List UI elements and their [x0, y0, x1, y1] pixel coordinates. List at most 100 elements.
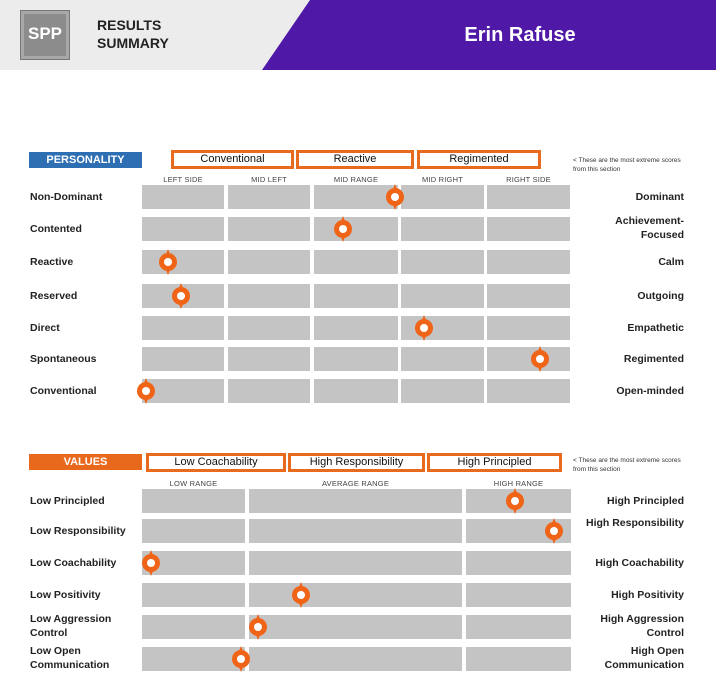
- personality-score-marker: [171, 283, 190, 309]
- values-row-right-label: High Principled: [606, 495, 684, 507]
- values-row-right-label: High Open Communication: [604, 645, 684, 671]
- values-range-cell: [249, 551, 462, 575]
- personality-range-cell: [401, 379, 484, 403]
- values-row-right-label: High Coachability: [595, 557, 684, 569]
- values-range-cell: [466, 647, 571, 671]
- personality-extremes-note: < These are the most extreme scores from…: [573, 157, 681, 173]
- values-row-right-label: High Positivity: [611, 589, 684, 601]
- personality-section-label: PERSONALITY: [29, 152, 142, 168]
- values-range-cell: [466, 551, 571, 575]
- column-left-side: LEFT SIDE: [163, 175, 203, 184]
- values-score-marker: [248, 614, 267, 640]
- values-score-marker: [291, 582, 310, 608]
- values-row-left-label: Low Open Communication: [30, 645, 110, 671]
- personality-range-cell: [228, 284, 310, 308]
- personality-range-cell: [228, 217, 310, 241]
- values-score-marker: [544, 518, 563, 544]
- personality-range-cell: [314, 185, 398, 209]
- column-average-range: AVERAGE RANGE: [321, 479, 390, 488]
- personality-row-left-label: Conventional: [30, 385, 97, 397]
- column-low-range: LOW RANGE: [169, 479, 218, 488]
- page-title: RESULTS SUMMARY: [97, 17, 169, 51]
- column-mid-right: MID RIGHT: [422, 175, 463, 184]
- personality-row-right-label: Open-minded: [616, 385, 684, 397]
- personality-score-marker: [158, 249, 177, 275]
- personality-range-cell: [142, 379, 224, 403]
- personality-range-cell: [401, 185, 484, 209]
- values-range-cell: [249, 615, 462, 639]
- values-row-left-label: Low Positivity: [30, 589, 101, 601]
- personality-range-cell: [314, 379, 398, 403]
- values-range-cell: [249, 519, 462, 543]
- values-row-left-label: Low Coachability: [30, 557, 117, 569]
- column-mid-range: MID RANGE: [333, 175, 379, 184]
- personality-row-right-label: Dominant: [635, 191, 684, 203]
- values-range-cell: [466, 615, 571, 639]
- personality-row-right-label: Outgoing: [637, 290, 684, 302]
- personality-score-marker: [415, 315, 434, 341]
- personality-range-cell: [142, 250, 224, 274]
- personality-row-right-label: Achievement-Focused: [615, 215, 684, 241]
- personality-row-left-label: Contented: [30, 223, 82, 235]
- personality-row-left-label: Spontaneous: [30, 353, 97, 365]
- personality-row-left-label: Reserved: [30, 290, 78, 302]
- personality-range-cell: [487, 347, 570, 371]
- values-score-marker: [231, 646, 250, 672]
- personality-range-cell: [401, 316, 484, 340]
- personality-row-right-label: Regimented: [623, 353, 684, 365]
- personality-range-cell: [228, 185, 310, 209]
- values-range-cell: [142, 583, 245, 607]
- personality-range-cell: [487, 316, 570, 340]
- personality-range-cell: [142, 316, 224, 340]
- personality-row-right-label: Calm: [658, 256, 684, 268]
- values-range-cell: [249, 583, 462, 607]
- values-row-right-label: High Responsibility: [585, 517, 684, 529]
- values-extremes-note: < These are the most extreme scores from…: [573, 457, 681, 473]
- personality-range-cell: [228, 316, 310, 340]
- personality-range-cell: [487, 185, 570, 209]
- person-name: Erin Rafuse: [464, 24, 576, 46]
- personality-range-cell: [142, 185, 224, 209]
- personality-range-cell: [314, 347, 398, 371]
- personality-range-cell: [142, 217, 224, 241]
- personality-row-left-label: Non-Dominant: [30, 191, 103, 203]
- personality-extreme-3: Regimented: [417, 150, 541, 169]
- values-extreme-3: High Principled: [427, 453, 562, 472]
- values-row-left-label: Low Principled: [30, 495, 105, 507]
- personality-range-cell: [228, 347, 310, 371]
- personality-score-marker: [531, 346, 550, 372]
- personality-range-cell: [228, 250, 310, 274]
- spp-logo: SPP: [20, 10, 70, 60]
- personality-range-cell: [314, 316, 398, 340]
- personality-range-cell: [314, 284, 398, 308]
- personality-range-cell: [401, 347, 484, 371]
- values-range-cell: [249, 647, 462, 671]
- values-row-left-label: Low Responsibility: [30, 525, 126, 537]
- values-range-cell: [142, 489, 245, 513]
- personality-range-cell: [401, 284, 484, 308]
- personality-score-marker: [385, 184, 404, 210]
- values-extreme-2: High Responsibility: [288, 453, 425, 472]
- column-mid-left: MID LEFT: [251, 175, 287, 184]
- personality-range-cell: [228, 379, 310, 403]
- personality-range-cell: [487, 217, 570, 241]
- values-extreme-1: Low Coachability: [146, 453, 286, 472]
- personality-range-cell: [487, 250, 570, 274]
- personality-extreme-1: Conventional: [171, 150, 294, 169]
- personality-score-marker: [137, 378, 156, 404]
- personality-range-cell: [142, 347, 224, 371]
- values-range-cell: [249, 489, 462, 513]
- column-high-range: HIGH RANGE: [493, 479, 544, 488]
- personality-range-cell: [314, 250, 398, 274]
- column-right-side: RIGHT SIDE: [506, 175, 551, 184]
- personality-range-cell: [401, 217, 484, 241]
- personality-row-right-label: Empathetic: [627, 322, 684, 334]
- values-section-label: VALUES: [29, 454, 142, 470]
- values-range-cell: [142, 615, 245, 639]
- values-score-marker: [141, 550, 160, 576]
- personality-extreme-2: Reactive: [296, 150, 414, 169]
- personality-row-left-label: Reactive: [30, 256, 74, 268]
- values-range-cell: [466, 583, 571, 607]
- header-name-banner: [262, 0, 716, 70]
- personality-row-left-label: Direct: [30, 322, 60, 334]
